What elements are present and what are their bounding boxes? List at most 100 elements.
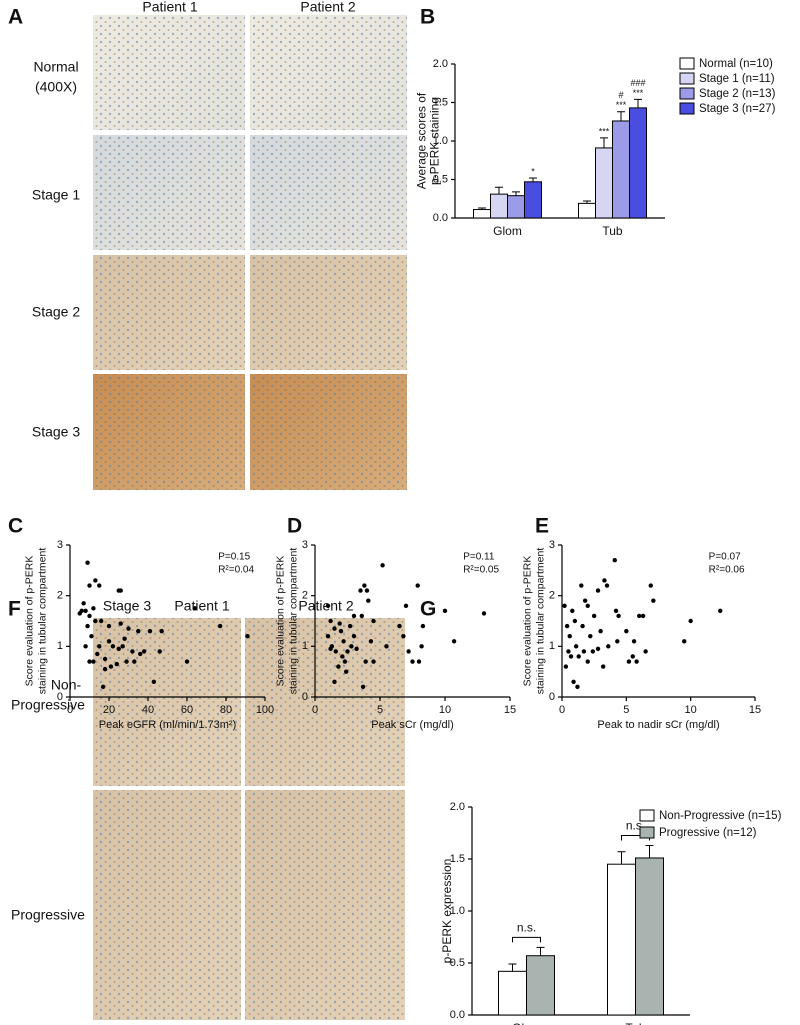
point bbox=[612, 558, 617, 563]
x-axis-label: Peak eGFR (ml/min/1.73m²) bbox=[99, 719, 237, 731]
y-tick-label: 1.0 bbox=[433, 135, 448, 147]
point bbox=[91, 659, 96, 664]
error-bar bbox=[600, 137, 608, 148]
x-tick-label: 10 bbox=[439, 704, 451, 716]
x-tick-label: 5 bbox=[623, 704, 629, 716]
divider bbox=[93, 130, 407, 135]
error-bar bbox=[617, 111, 625, 121]
point bbox=[637, 613, 642, 619]
panel-letter: C bbox=[8, 515, 23, 538]
point bbox=[575, 684, 580, 690]
point bbox=[648, 583, 653, 588]
point bbox=[573, 644, 579, 649]
point bbox=[384, 644, 389, 649]
point bbox=[359, 613, 364, 619]
bar bbox=[498, 970, 527, 1016]
point bbox=[588, 634, 593, 639]
point bbox=[371, 659, 376, 664]
x-tick-label: Tub bbox=[625, 1021, 646, 1025]
x-tick-label: 40 bbox=[142, 704, 154, 716]
legend-label: Non-Progressive (n=15) bbox=[659, 810, 782, 822]
y-tick-label: 0 bbox=[57, 691, 63, 703]
point bbox=[580, 623, 585, 629]
point bbox=[83, 644, 88, 649]
point bbox=[581, 649, 587, 654]
point bbox=[159, 628, 164, 634]
error-bar bbox=[478, 207, 486, 210]
point bbox=[572, 618, 578, 624]
y-tick-label: 0.0 bbox=[450, 1009, 465, 1021]
point bbox=[590, 649, 596, 654]
point bbox=[363, 659, 368, 664]
point bbox=[579, 583, 584, 588]
point bbox=[380, 563, 385, 568]
bar bbox=[629, 107, 647, 219]
point bbox=[87, 613, 92, 619]
point bbox=[354, 646, 359, 652]
legend-swatch bbox=[679, 102, 695, 115]
comparison-bracket bbox=[512, 936, 541, 943]
point bbox=[595, 588, 601, 593]
bar bbox=[607, 863, 636, 1016]
point bbox=[147, 628, 153, 634]
x-axis-label: Peak sCr (mg/dl) bbox=[371, 719, 454, 731]
point bbox=[118, 621, 123, 626]
x-tick-label: 100 bbox=[256, 704, 274, 716]
point bbox=[116, 646, 121, 652]
point bbox=[568, 654, 574, 659]
error-bar bbox=[617, 851, 626, 865]
x-tick-label: 20 bbox=[103, 704, 115, 716]
bar bbox=[524, 181, 542, 219]
column-label: Patient 1 bbox=[174, 598, 229, 614]
y-axis-label: Average scores of bbox=[415, 92, 429, 189]
bar bbox=[507, 195, 525, 219]
point bbox=[351, 613, 357, 619]
point bbox=[564, 623, 570, 629]
error-bar bbox=[512, 191, 520, 196]
point bbox=[245, 634, 250, 639]
point bbox=[481, 611, 487, 616]
y-tick-label: 1 bbox=[57, 640, 63, 652]
divider bbox=[93, 250, 407, 255]
point bbox=[122, 636, 127, 641]
row-label: Stage 1 bbox=[32, 187, 80, 203]
micrographs bbox=[93, 15, 407, 1020]
error-bar bbox=[634, 98, 642, 108]
point bbox=[616, 613, 621, 619]
row-label: Stage 2 bbox=[32, 304, 80, 320]
panel-letter: G bbox=[420, 598, 436, 621]
x-tick-label: 0 bbox=[67, 704, 73, 716]
error-bar bbox=[645, 844, 654, 858]
point bbox=[598, 628, 603, 634]
point bbox=[567, 634, 572, 639]
x-tick-label: 15 bbox=[749, 704, 761, 716]
panel-letter: D bbox=[287, 515, 302, 538]
legend-swatch bbox=[679, 72, 695, 85]
point bbox=[360, 684, 366, 690]
point bbox=[114, 661, 120, 667]
micrograph-texture bbox=[93, 618, 405, 1020]
significance-label: * bbox=[531, 166, 535, 176]
point bbox=[106, 623, 112, 629]
y-axis-label: p-PERK staining bbox=[428, 97, 442, 185]
point bbox=[126, 626, 131, 631]
point bbox=[184, 659, 190, 664]
point bbox=[333, 649, 338, 654]
y-tick-label: 2 bbox=[302, 590, 308, 602]
point bbox=[108, 664, 114, 669]
y-tick-label: 1 bbox=[302, 640, 308, 652]
point bbox=[344, 669, 349, 674]
point bbox=[351, 634, 357, 639]
y-axis-label: staining in tubular compartment bbox=[36, 548, 48, 695]
point bbox=[340, 654, 345, 659]
bar bbox=[635, 857, 664, 1016]
point bbox=[79, 608, 84, 614]
bar bbox=[578, 202, 596, 219]
point bbox=[141, 649, 147, 654]
significance-label: # bbox=[618, 90, 623, 100]
annotation: R²=0.04 bbox=[218, 565, 254, 576]
annotation: R²=0.06 bbox=[709, 565, 745, 576]
point bbox=[585, 659, 590, 664]
y-tick-label: 3 bbox=[549, 539, 555, 551]
point bbox=[570, 608, 575, 614]
